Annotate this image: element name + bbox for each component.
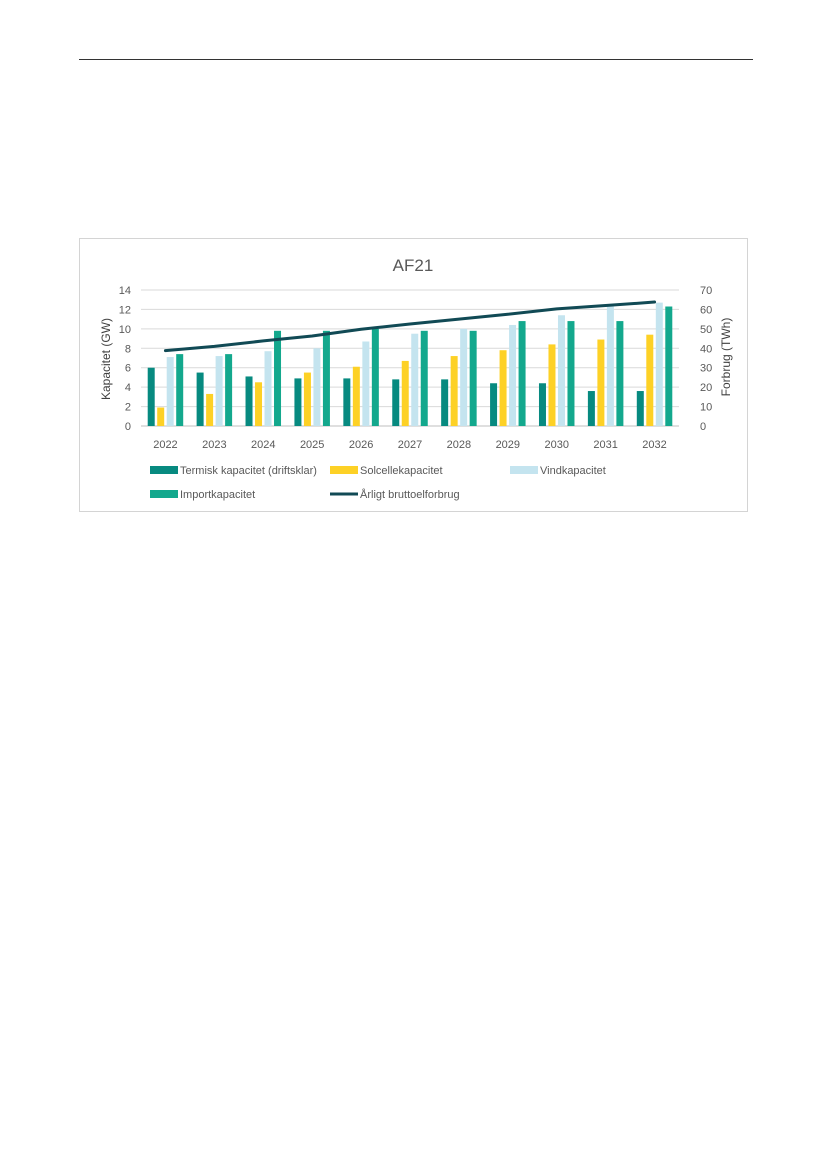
bar [548,344,556,426]
x-tick-label: 2022 [153,439,177,451]
bar [597,339,605,426]
bar [538,383,546,426]
bar [401,360,409,426]
bar [636,391,644,426]
y-tick-label-right: 70 [700,285,712,297]
bar [255,382,263,426]
bar [392,379,400,426]
x-tick-label: 2030 [544,439,568,451]
bar [420,330,428,426]
legend-swatch [150,490,178,498]
bar [665,306,673,426]
bar [509,324,517,426]
y-tick-label-left: 6 [125,363,131,375]
right-axis-ticks: 0 10 20 30 40 50 60 70 [700,285,712,433]
bar [646,334,654,426]
y-tick-label-left: 12 [119,304,131,316]
x-tick-label: 2027 [398,439,422,451]
bar [166,357,174,426]
legend: Termisk kapacitet (driftsklar) Solcelleka… [150,465,606,501]
legend-label: Importkapacitet [180,489,255,501]
bar [206,393,214,426]
x-tick-label: 2025 [300,439,324,451]
bar [518,321,526,426]
bar [147,367,155,426]
bar [343,378,351,426]
bar [557,315,565,426]
x-axis-ticks: 2022 2023 2024 2025 2026 2027 2028 2029 2030 2031… [153,439,667,451]
bar [441,379,449,426]
bar [587,391,595,426]
y-tick-label-right: 10 [700,402,712,414]
legend-label: Solcellekapacitet [360,465,443,477]
bar [450,356,458,426]
bar [157,407,165,426]
legend-label: Termisk kapacitet (driftsklar) [180,465,317,477]
bar [322,330,330,426]
bar [490,383,498,426]
y-tick-label-left: 8 [125,343,131,355]
chart-title: AF21 [393,256,434,275]
bar [225,354,233,426]
bar [616,321,624,426]
bar [606,306,614,426]
y-tick-label-left: 4 [125,382,131,394]
bar [371,328,379,426]
bar [313,348,321,426]
bar [567,321,575,426]
bar [245,376,253,426]
bar [362,341,370,426]
x-tick-label: 2032 [642,439,666,451]
bar [469,330,477,426]
y-tick-label-right: 60 [700,304,712,316]
chart-frame: AF21 Kapacitet (GW) Forbrug (TWh) 0 2 4 6 8 1… [79,238,748,512]
bar [303,372,311,426]
y-tick-label-left: 0 [125,421,131,433]
y-tick-label-right: 30 [700,363,712,375]
y-tick-label-right: 40 [700,343,712,355]
bar [215,356,223,426]
legend-swatch [150,466,178,474]
bar [274,330,282,426]
right-axis-label: Forbrug (TWh) [719,318,733,397]
bar [655,302,663,426]
x-tick-label: 2024 [251,439,275,451]
y-tick-label-left: 10 [119,324,131,336]
legend-swatch [330,466,358,474]
left-axis-label: Kapacitet (GW) [99,318,113,400]
y-tick-label-right: 50 [700,324,712,336]
bars [147,302,673,426]
y-tick-label-left: 14 [119,285,131,297]
left-axis-ticks: 0 2 4 6 8 10 12 14 [119,285,131,433]
x-tick-label: 2026 [349,439,373,451]
bar [176,354,184,426]
bar [411,333,419,426]
x-tick-label: 2028 [447,439,471,451]
legend-label: Årligt bruttoelforbrug [360,488,460,501]
bar [499,350,507,426]
bar [196,372,204,426]
consumption-line-layer [163,300,657,353]
x-tick-label: 2031 [593,439,617,451]
legend-swatch [510,466,538,474]
x-tick-label: 2023 [202,439,226,451]
y-tick-label-right: 0 [700,421,706,433]
legend-label: Vindkapacitet [540,465,606,477]
bar [294,378,302,426]
bar [460,328,468,426]
y-tick-label-left: 2 [125,402,131,414]
bar [352,366,360,426]
bar [264,351,272,426]
chart-svg: AF21 Kapacitet (GW) Forbrug (TWh) 0 2 4 6 8 1… [99,256,733,501]
x-tick-label: 2029 [496,439,520,451]
page-header-rule [79,59,753,60]
y-tick-label-right: 20 [700,382,712,394]
